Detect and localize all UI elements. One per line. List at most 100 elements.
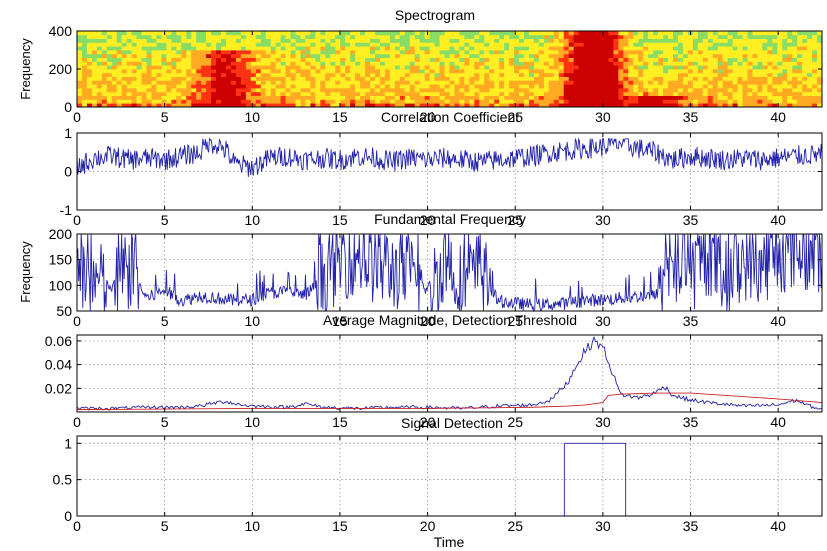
spectrogram-cell [777, 57, 783, 62]
spectrogram-cell [757, 88, 763, 93]
spectrogram-cell [464, 46, 470, 51]
spectrogram-cell [285, 99, 291, 104]
spectrogram-cell [250, 99, 257, 104]
spectrogram-cell [434, 80, 440, 85]
spectrogram-cell [658, 95, 664, 100]
spectrogram-cell [598, 84, 604, 89]
spectrogram-cell [707, 103, 714, 108]
spectrogram-cell [494, 103, 500, 108]
spectrogram-cell [365, 95, 371, 100]
spectrogram-cell [285, 42, 291, 47]
spectrogram-cell [633, 91, 639, 96]
spectrogram-cell [414, 46, 421, 51]
spectrogram-cell [524, 42, 530, 47]
spectrogram-cell [732, 50, 738, 55]
spectrogram-cell [598, 31, 604, 36]
spectrogram-cell [717, 72, 724, 77]
spectrogram-cell [772, 80, 778, 85]
spectrogram-cell [573, 69, 580, 74]
spectrogram-cell [732, 99, 738, 104]
spectrogram-cell [295, 88, 301, 93]
spectrogram-cell [141, 88, 147, 93]
spectrogram-cell [444, 76, 450, 81]
x-tick-label: 10 [245, 414, 261, 430]
spectrogram-cell [742, 46, 748, 51]
spectrogram-cell [687, 61, 694, 66]
spectrogram-cell [230, 65, 237, 70]
spectrogram-cell [643, 34, 649, 39]
spectrogram-cell [439, 69, 445, 74]
spectrogram-cell [141, 69, 147, 74]
spectrogram-cell [692, 65, 699, 70]
spectrogram-cell [394, 31, 401, 36]
spectrogram-cell [802, 61, 808, 66]
spectrogram-cell [370, 38, 376, 43]
spectrogram-cell [648, 103, 654, 108]
spectrogram-cell [598, 57, 604, 62]
spectrogram-cell [673, 34, 679, 39]
spectrogram-cell [548, 80, 555, 85]
spectrogram-cell [598, 91, 604, 96]
spectrogram-cell [772, 95, 778, 100]
spectrogram-cell [533, 99, 540, 104]
spectrogram-cell [762, 103, 768, 108]
spectrogram-cell [360, 38, 366, 43]
spectrogram-cell [375, 80, 381, 85]
spectrogram-cell [519, 91, 525, 96]
spectrogram-cell [211, 65, 217, 70]
spectrogram-cell [737, 38, 743, 43]
spectrogram-cell [226, 38, 232, 43]
spectrogram-cell [702, 61, 709, 66]
spectrogram-cell [812, 76, 818, 81]
spectrogram-cell [538, 38, 545, 43]
spectrogram-cell [692, 80, 699, 85]
spectrogram-cell [469, 91, 475, 96]
spectrogram-cell [414, 103, 421, 108]
spectrogram-cell [538, 34, 545, 39]
spectrogram-cell [638, 91, 644, 96]
spectrogram-cell [166, 99, 172, 104]
spectrogram-cell [777, 34, 783, 39]
spectrogram-cell [524, 99, 530, 104]
spectrogram-cell [226, 80, 232, 85]
spectrogram-cell [419, 103, 426, 108]
spectrogram-cell [677, 103, 684, 108]
spectrogram-cell [514, 42, 520, 47]
spectrogram-cell [384, 34, 391, 39]
spectrogram-cell [245, 34, 252, 39]
spectrogram-cell [340, 46, 346, 51]
x-tick-label: 5 [161, 414, 169, 430]
spectrogram-cell [553, 31, 560, 36]
spectrogram-cell [717, 50, 724, 55]
spectrogram-cell [429, 57, 435, 62]
spectrogram-cell [300, 84, 306, 89]
spectrogram-cell [151, 76, 157, 81]
spectrogram-cell [618, 57, 624, 62]
spectrogram-cell [578, 88, 584, 93]
spectrogram-cell [136, 50, 142, 55]
spectrogram-cell [101, 76, 108, 81]
spectrogram-cell [643, 99, 649, 104]
spectrogram-cell [91, 57, 98, 62]
spectrogram-cell [330, 50, 336, 55]
spectrogram-cell [504, 42, 510, 47]
spectrogram-cell [792, 80, 798, 85]
spectrogram-cell [469, 80, 475, 85]
spectrogram-cell [280, 42, 286, 47]
spectrogram-cell [171, 65, 177, 70]
spectrogram-cell [504, 57, 510, 62]
spectrogram-cell [608, 91, 614, 96]
spectrogram-cell [186, 42, 192, 47]
spectrogram-cell [206, 34, 212, 39]
spectrogram-cell [742, 42, 748, 47]
spectrogram-cell [394, 65, 401, 70]
spectrogram-cell [126, 99, 133, 104]
spectrogram-cell [464, 99, 470, 104]
spectrogram-cell [310, 88, 316, 93]
spectrogram-cell [77, 38, 83, 43]
spectrogram-cell [509, 72, 515, 77]
spectrogram-cell [360, 65, 366, 70]
spectrogram-cell [494, 95, 500, 100]
spectrogram-cell [752, 65, 758, 70]
spectrogram-cell [196, 69, 202, 74]
